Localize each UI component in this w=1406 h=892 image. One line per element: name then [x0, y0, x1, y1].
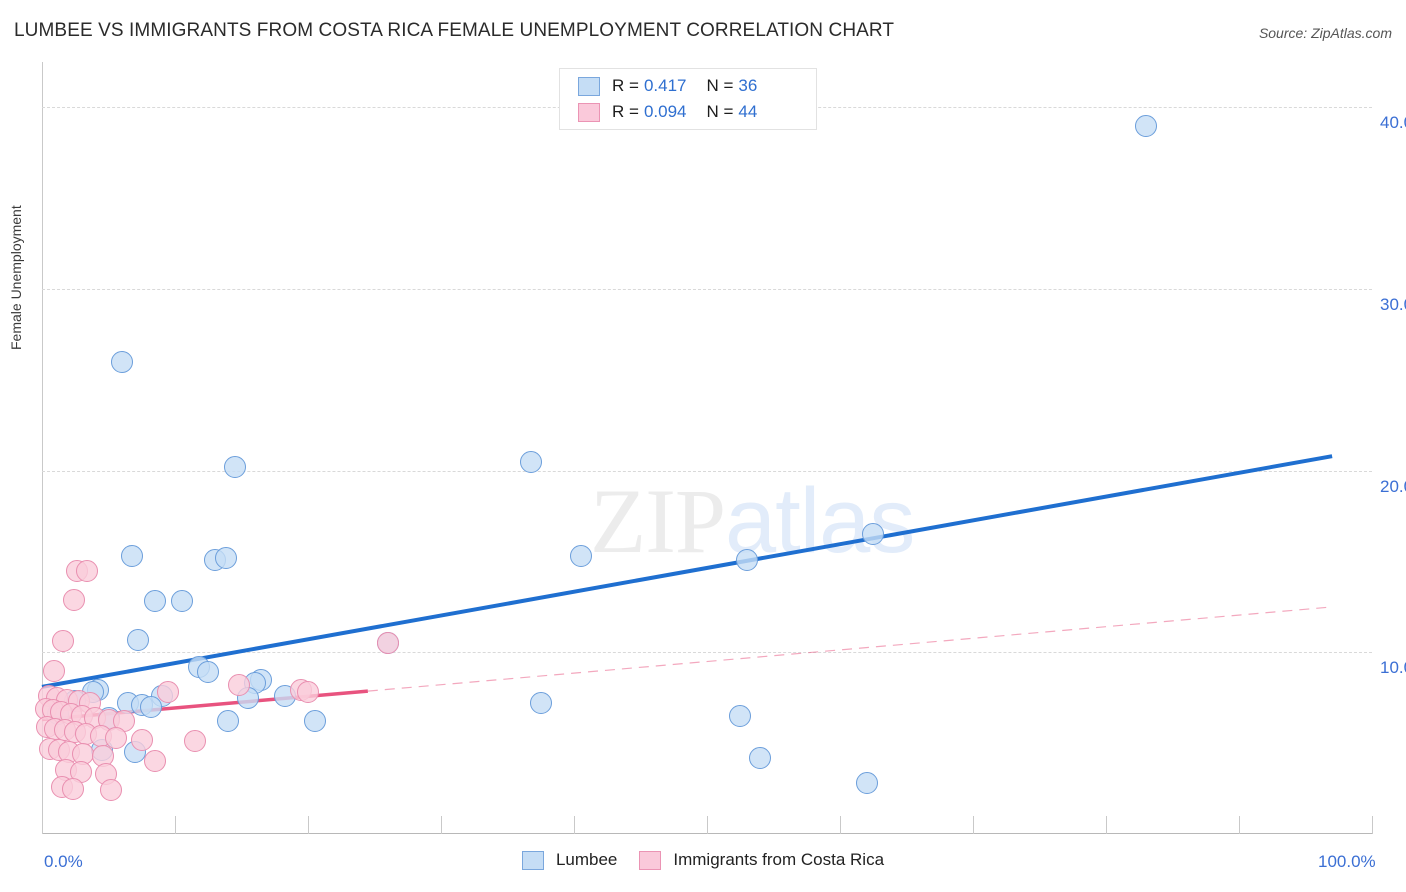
scatter-plot-area: 10.0%20.0%30.0%40.0% ZIPatlas — [35, 62, 1406, 834]
data-point[interactable] — [197, 661, 220, 684]
page-title: LUMBEE VS IMMIGRANTS FROM COSTA RICA FEM… — [14, 20, 895, 41]
stats-n-label-costa-rica: N = — [706, 102, 734, 121]
data-point[interactable] — [61, 777, 84, 800]
data-point[interactable] — [297, 681, 319, 704]
data-point[interactable] — [126, 628, 149, 651]
stats-row-costa-rica: R = 0.094 N = 44 — [578, 99, 816, 125]
data-point[interactable] — [62, 588, 85, 611]
y-axis-tick-label: 40.0% — [1380, 113, 1406, 133]
legend-swatch-lumbee — [521, 850, 544, 870]
source-label: Source: ZipAtlas.com — [1258, 25, 1392, 41]
data-point[interactable] — [735, 548, 758, 571]
stats-row-lumbee: R = 0.417 N = 36 — [578, 73, 816, 99]
x-axis-tick — [308, 816, 309, 834]
data-point[interactable] — [130, 728, 153, 751]
data-point[interactable] — [855, 772, 878, 795]
legend-item-costa-rica[interactable]: Immigrants from Costa Rica — [639, 850, 884, 870]
y-axis-tick-label: 10.0% — [1380, 658, 1406, 678]
data-point[interactable] — [303, 710, 326, 733]
x-axis-tick — [1106, 816, 1107, 834]
y-axis-title: Female Unemployment — [8, 205, 24, 350]
data-point[interactable] — [183, 730, 206, 753]
data-point[interactable] — [105, 726, 128, 749]
data-point[interactable] — [42, 659, 65, 682]
legend-label-lumbee: Lumbee — [555, 850, 618, 869]
trend-lines — [41, 454, 1333, 722]
data-point[interactable] — [227, 674, 250, 697]
x-axis-tick — [441, 816, 442, 834]
legend-item-lumbee[interactable]: Lumbee — [521, 850, 618, 870]
data-point[interactable] — [121, 545, 144, 568]
x-axis-tick — [707, 816, 708, 834]
data-point[interactable] — [140, 695, 163, 718]
legend-label-costa-rica: Immigrants from Costa Rica — [673, 850, 885, 869]
y-axis-tick-label: 30.0% — [1380, 295, 1406, 315]
data-point[interactable] — [749, 746, 772, 769]
data-point[interactable] — [157, 681, 180, 704]
stats-r-value-costa-rica: 0.094 — [643, 102, 687, 121]
gridline — [42, 289, 1372, 291]
x-axis-tick — [175, 816, 176, 834]
stats-r-label-costa-rica: R = — [612, 102, 639, 121]
gridline — [42, 470, 1372, 472]
data-point[interactable] — [569, 545, 592, 568]
x-axis-tick — [42, 816, 43, 834]
data-point[interactable] — [729, 704, 752, 727]
data-point[interactable] — [170, 590, 193, 613]
y-axis-line — [42, 62, 43, 834]
data-point[interactable] — [529, 692, 552, 715]
data-point[interactable] — [1134, 114, 1157, 137]
stats-n-label-lumbee: N = — [706, 76, 734, 95]
data-point[interactable] — [52, 630, 75, 653]
data-point[interactable] — [223, 456, 246, 479]
trend-line-costa-rica-dashed — [367, 606, 1333, 692]
x-axis-tick — [1239, 816, 1240, 834]
data-point[interactable] — [376, 632, 399, 655]
data-point[interactable] — [214, 546, 237, 569]
data-point[interactable] — [862, 523, 885, 546]
x-axis-tick — [840, 816, 841, 834]
data-point[interactable] — [520, 450, 543, 473]
data-point[interactable] — [144, 590, 167, 613]
stats-n-value-lumbee: 36 — [738, 76, 758, 95]
stats-r-label-lumbee: R = — [612, 76, 639, 95]
trend-line-lumbee — [41, 454, 1333, 689]
x-axis-max-label: 100.0% — [1318, 852, 1376, 871]
legend-swatch-costa-rica — [639, 850, 662, 870]
x-axis-tick — [973, 816, 974, 834]
y-axis-tick-label: 20.0% — [1380, 476, 1406, 496]
data-point[interactable] — [100, 779, 123, 802]
chart-legend: Lumbee Immigrants from Costa Rica — [0, 850, 1406, 870]
stats-swatch-lumbee — [578, 76, 600, 96]
x-axis-tick — [574, 816, 575, 834]
data-point[interactable] — [217, 710, 240, 733]
data-point[interactable] — [76, 559, 99, 582]
stats-n-value-costa-rica: 44 — [738, 102, 758, 121]
data-point[interactable] — [144, 750, 167, 773]
stats-r-value-lumbee: 0.417 — [643, 76, 687, 95]
gridline — [42, 652, 1372, 654]
data-point[interactable] — [110, 350, 133, 373]
x-axis-min-label: 0.0% — [44, 852, 83, 871]
correlation-stats-box: R = 0.417 N = 36 R = 0.094 N = 44 — [559, 68, 817, 130]
stats-swatch-costa-rica — [578, 102, 600, 122]
x-axis-tick — [1372, 816, 1373, 834]
